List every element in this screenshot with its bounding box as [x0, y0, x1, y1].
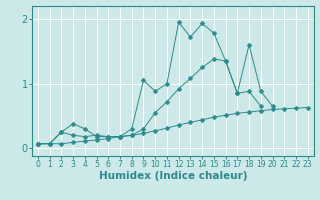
X-axis label: Humidex (Indice chaleur): Humidex (Indice chaleur) [99, 171, 247, 181]
